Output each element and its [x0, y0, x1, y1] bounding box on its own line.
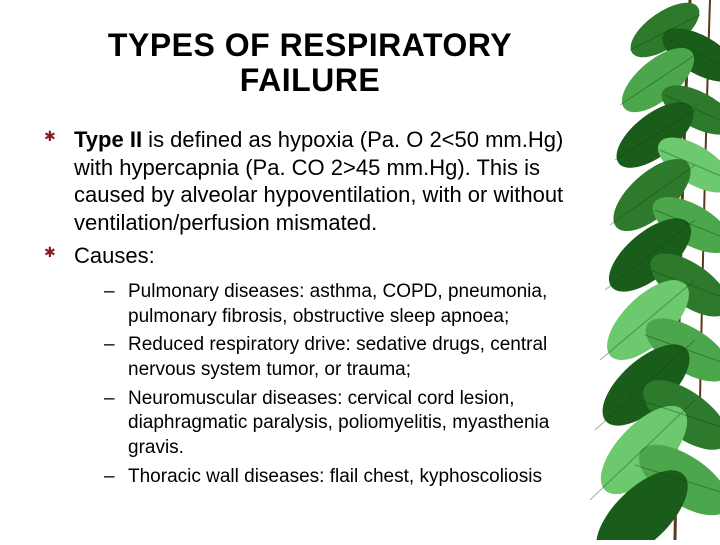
- bullet-text: is defined as hypoxia (Pa. O 2<50 mm.Hg)…: [74, 127, 563, 235]
- slide-title: TYPES OF RESPIRATORY FAILURE: [40, 28, 580, 98]
- sub-bullet-list: Pulmonary diseases: asthma, COPD, pneumo…: [74, 280, 580, 490]
- sub-bullet-item: Neuromuscular diseases: cervical cord le…: [104, 387, 580, 461]
- sub-bullet-item: Reduced respiratory drive: sedative drug…: [104, 333, 580, 382]
- main-bullet-list: Type II is defined as hypoxia (Pa. O 2<5…: [40, 126, 580, 489]
- sub-bullet-item: Thoracic wall diseases: flail chest, kyp…: [104, 465, 580, 490]
- slide-container: TYPES OF RESPIRATORY FAILURE Type II is …: [0, 0, 720, 540]
- leaf-decoration: [570, 0, 720, 540]
- sub-bullet-item: Pulmonary diseases: asthma, COPD, pneumo…: [104, 280, 580, 329]
- bullet-item: Type II is defined as hypoxia (Pa. O 2<5…: [40, 126, 580, 236]
- leaves-icon: [570, 0, 720, 540]
- bullet-item: Causes: Pulmonary diseases: asthma, COPD…: [40, 242, 580, 489]
- bullet-text: Causes:: [74, 243, 155, 268]
- bullet-bold-lead: Type II: [74, 127, 142, 152]
